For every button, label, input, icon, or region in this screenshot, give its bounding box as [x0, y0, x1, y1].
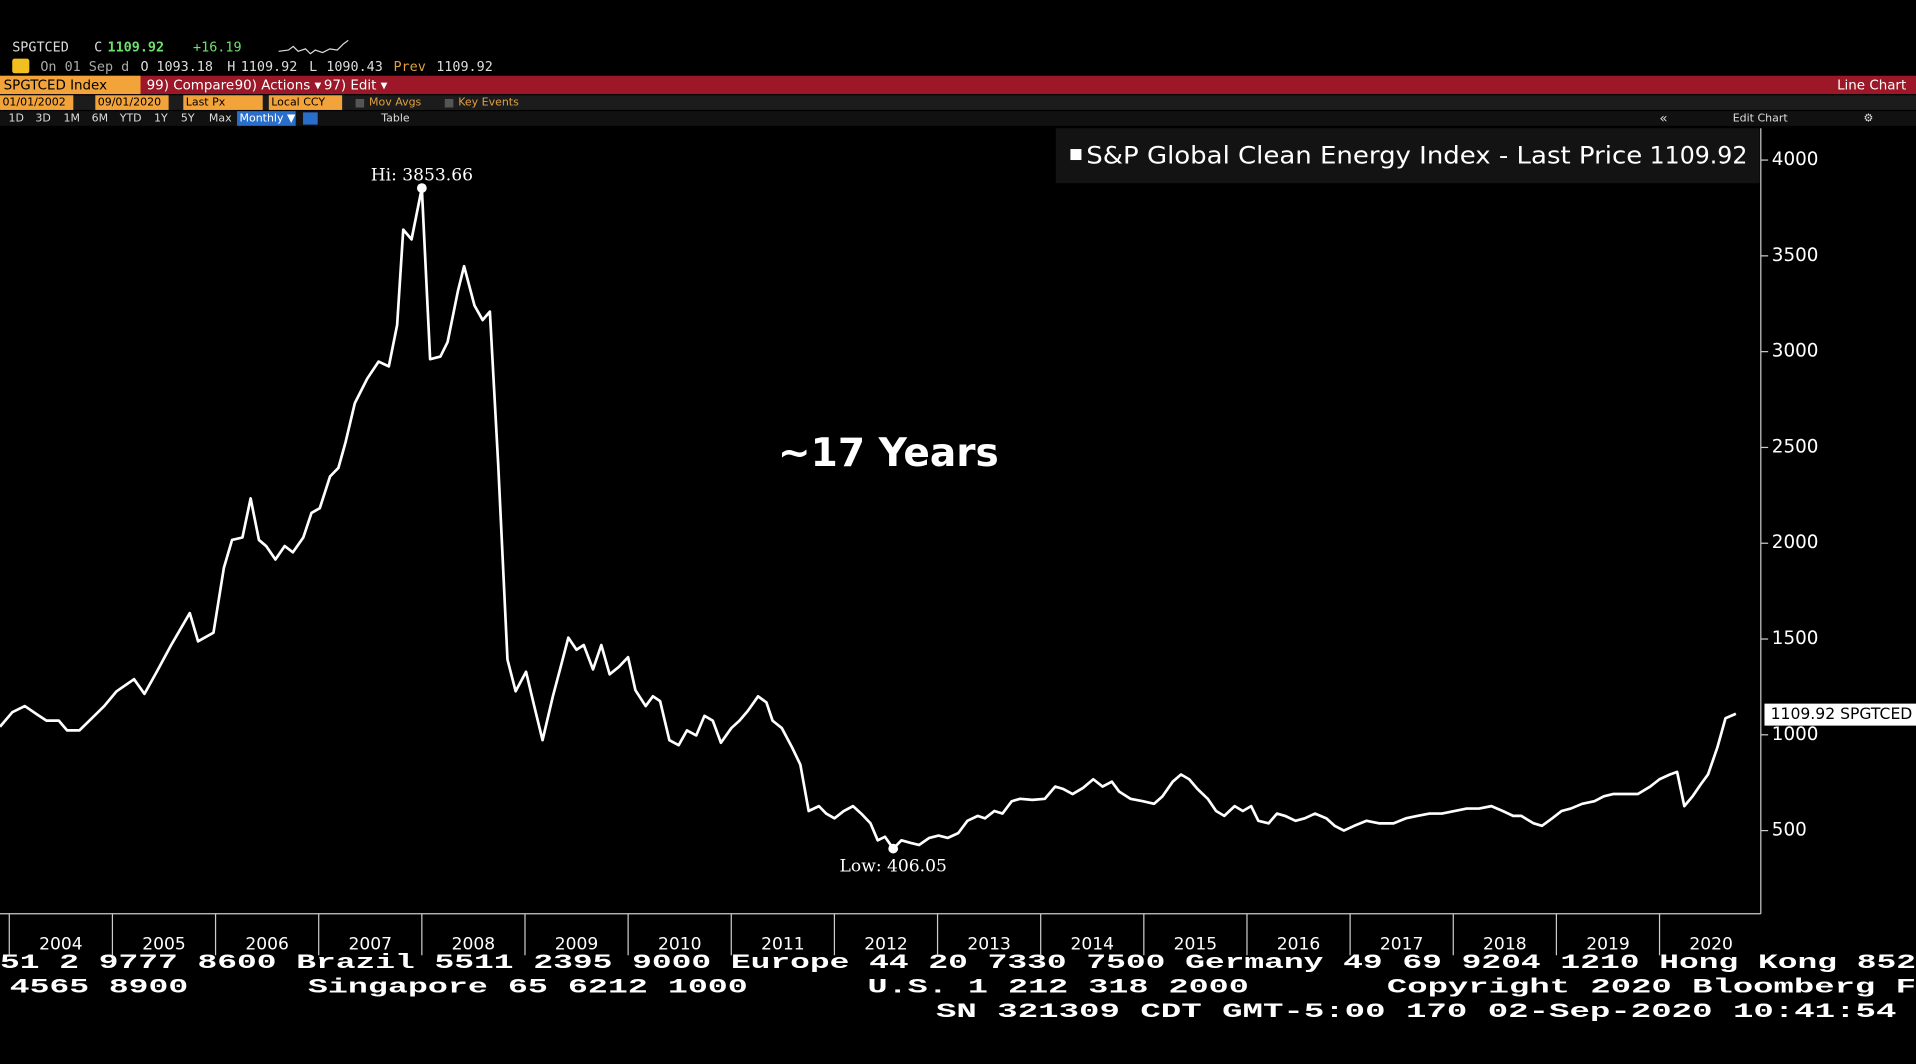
- ticker: SPGTCED: [12, 41, 69, 56]
- x-tick-label: 2016: [1277, 934, 1321, 954]
- open: 1093.18: [156, 60, 213, 75]
- mov-avgs[interactable]: Mov Avgs: [369, 96, 422, 109]
- last-price-box: [1764, 703, 1916, 726]
- x-tick-label: 2010: [658, 934, 702, 954]
- footer-line: SN 321309 CDT GMT-5:00 170 02-Sep-2020 1…: [936, 1001, 1896, 1024]
- x-tick-label: 2005: [142, 934, 186, 954]
- start-date-box[interactable]: [0, 95, 74, 110]
- open-label: O: [141, 60, 149, 75]
- footer-line: Singapore 65 6212 1000: [308, 977, 748, 1000]
- x-tick-label: 2008: [452, 934, 496, 954]
- high: 1109.92: [241, 60, 298, 75]
- chart-kind: Line Chart: [1837, 79, 1906, 94]
- compare-button[interactable]: 99) Compare: [147, 79, 234, 94]
- sparkline: [278, 39, 349, 55]
- x-tick-label: 2007: [349, 934, 393, 954]
- legend-box: [1055, 128, 1760, 184]
- table-button[interactable]: Table: [380, 111, 410, 124]
- x-tick-label: 2011: [761, 934, 805, 954]
- legend-name: S&P Global Clean Energy Index - Last Pri…: [1086, 140, 1642, 169]
- x-tick-label: 2006: [245, 934, 289, 954]
- y-tick-label: 4000: [1772, 149, 1819, 170]
- close-label: C: [94, 41, 102, 56]
- period-button[interactable]: 3D: [35, 111, 50, 124]
- period-button[interactable]: 1M: [64, 111, 80, 124]
- field-box[interactable]: [183, 95, 263, 110]
- x-tick-label: 2017: [1380, 934, 1424, 954]
- edit-chart-button[interactable]: Edit Chart: [1733, 111, 1789, 124]
- high-label: Hi: 3853.66: [371, 165, 473, 185]
- currency-box[interactable]: [268, 95, 343, 110]
- end-date-box[interactable]: [95, 95, 169, 110]
- start-date[interactable]: 01/01/2002: [2, 96, 65, 109]
- last-price-label: 1109.92 SPGTCED: [1771, 704, 1913, 723]
- y-tick-label: 1500: [1772, 628, 1819, 649]
- period-button[interactable]: 1D: [9, 111, 24, 124]
- status-icon: [12, 58, 30, 74]
- annotation: ~17 Years: [778, 431, 999, 476]
- frequency[interactable]: Monthly ▼: [240, 111, 296, 124]
- x-tick-label: 2009: [555, 934, 599, 954]
- checkbox[interactable]: [355, 98, 365, 108]
- actions-button[interactable]: 90) Actions ▾: [235, 79, 322, 94]
- period-button[interactable]: YTD: [119, 111, 142, 124]
- high-marker: [416, 183, 427, 193]
- security[interactable]: SPGTCED Index: [4, 79, 107, 94]
- field[interactable]: Last Px: [186, 96, 226, 109]
- high-label: H: [227, 60, 235, 75]
- chart-style-icon[interactable]: [303, 112, 318, 125]
- settings-button[interactable]: ⚙: [1863, 111, 1873, 124]
- checkbox[interactable]: [444, 98, 454, 108]
- end-date[interactable]: 09/01/2020: [98, 96, 161, 109]
- legend-swatch: [1070, 149, 1082, 161]
- x-tick-label: 2020: [1689, 934, 1733, 954]
- key-events[interactable]: Key Events: [458, 96, 519, 109]
- date: On 01 Sep d: [40, 60, 129, 75]
- legend-value: 1109.92: [1650, 140, 1748, 169]
- period-button[interactable]: 1Y: [154, 111, 168, 124]
- footer-line: 4565 8900: [10, 977, 188, 1000]
- frequency-box[interactable]: [237, 111, 296, 126]
- low: 1090.43: [326, 60, 383, 75]
- currency[interactable]: Local CCY: [271, 96, 325, 109]
- change: +16.19: [193, 41, 241, 56]
- period-button[interactable]: 5Y: [181, 111, 195, 124]
- y-tick-label: 500: [1772, 820, 1807, 841]
- footer-line: Copyright 2020 Bloomberg F: [1387, 977, 1916, 1000]
- x-tick-label: 2018: [1483, 934, 1527, 954]
- low-label: L: [309, 60, 317, 75]
- y-tick-label: 3000: [1772, 341, 1819, 362]
- edit-button[interactable]: 97) Edit ▾: [324, 79, 388, 94]
- close: 1109.92: [108, 41, 165, 56]
- y-tick-label: 2500: [1772, 436, 1819, 457]
- period-bar: [0, 111, 1916, 126]
- footer-line: U.S. 1 212 318 2000: [868, 977, 1249, 1000]
- period-button[interactable]: Max: [209, 111, 232, 124]
- options-bar: [0, 95, 1916, 110]
- prev-label: Prev: [393, 60, 425, 75]
- x-tick-label: 2019: [1586, 934, 1630, 954]
- collapse-button[interactable]: «: [1659, 111, 1667, 126]
- prev: 1109.92: [436, 60, 493, 75]
- y-tick-label: 1000: [1772, 724, 1819, 745]
- security-box[interactable]: [0, 75, 141, 95]
- x-tick-label: 2013: [967, 934, 1011, 954]
- low-label: Low: 406.05: [840, 856, 947, 876]
- period-button[interactable]: 6M: [92, 111, 108, 124]
- footer-line: 51 2 9777 8600 Brazil 5511 2395 9000 Eur…: [0, 952, 1916, 975]
- x-tick-label: 2015: [1174, 934, 1218, 954]
- x-tick-label: 2012: [864, 934, 908, 954]
- period-buttons: 1D 3D 1M 6M YTD 1Y 5Y Max: [9, 111, 233, 124]
- low-marker: [888, 843, 899, 854]
- x-tick-label: 2004: [39, 934, 83, 954]
- y-tick-label: 3500: [1772, 245, 1819, 266]
- y-tick-label: 2000: [1772, 532, 1819, 553]
- price-line: [0, 186, 1737, 850]
- x-tick-label: 2014: [1071, 934, 1115, 954]
- menu-bar: [0, 75, 1916, 95]
